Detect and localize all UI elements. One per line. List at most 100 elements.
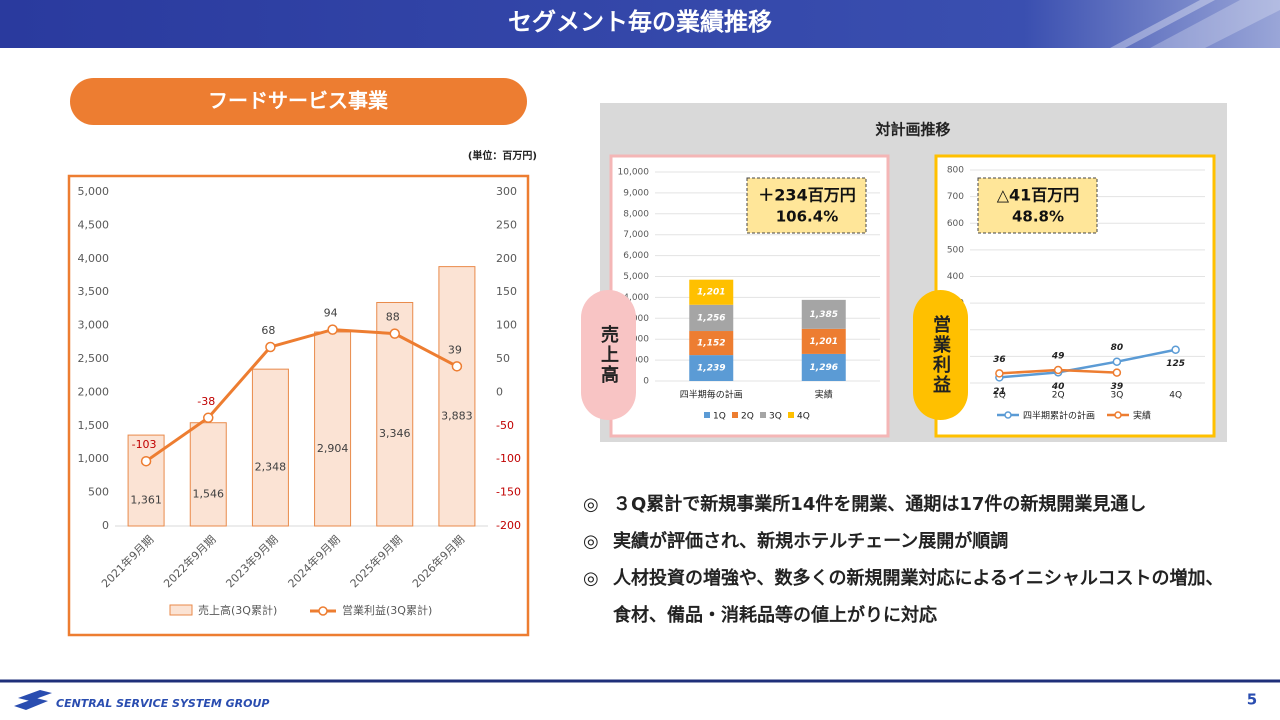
bullet-marker: ◎	[583, 494, 599, 515]
header-stripe	[1110, 0, 1215, 48]
y2-tick-label: 150	[496, 285, 517, 298]
unit-label: (単位：百万円)	[468, 149, 537, 162]
x-tick-label: 2Q	[1052, 391, 1065, 401]
line-label: 39	[1111, 382, 1124, 392]
bullet-list: ◎ ３Q累計で新規事業所14件を開業、通期は17件の新規開業見通し ◎ 実績が評価され…	[583, 486, 1238, 634]
line	[145, 328, 458, 463]
bullet-text: 人材投資の増強や、数多くの新規開業対応によるイニシャルコストの増加、食材、備品・…	[613, 568, 1224, 626]
section-pill	[70, 78, 527, 125]
bar	[251, 368, 289, 527]
bullet: ◎ 実績が評価され、新規ホテルチェーン展開が順調	[583, 523, 1238, 560]
annotation-box	[746, 177, 867, 234]
y-tick-label: 3,000	[623, 314, 649, 324]
bar-segment	[689, 304, 734, 332]
y-tick-label: 8,000	[623, 209, 649, 219]
x-tick-label: 4Q	[1169, 391, 1182, 401]
bar-segment	[801, 328, 846, 354]
x-tick-label: 1Q	[993, 391, 1006, 401]
bar-label: 1,385	[810, 310, 838, 320]
comparison-title: 対計画推移	[874, 121, 950, 139]
bullet-text: 実績が評価され、新規ホテルチェーン展開が順調	[613, 531, 1009, 552]
x-tick-label: 実績	[815, 389, 833, 401]
y-tick-label: 4,500	[78, 218, 110, 231]
bar-label: 1,201	[810, 337, 838, 347]
y2-tick-label: 200	[496, 252, 517, 265]
bullet-text: ３Q累計で新規事業所14件を開業、通期は17件の新規開業見通し	[613, 494, 1147, 515]
logo	[14, 690, 52, 710]
y-tick-label: 10,000	[618, 168, 650, 178]
y-tick-label: 9,000	[623, 188, 649, 198]
annotation: 106.4%	[776, 208, 838, 226]
side-label: 売上高	[598, 324, 619, 385]
legend-label: 実績	[1133, 410, 1151, 422]
y-tick-label: 1,000	[78, 452, 110, 465]
line-label: 39	[448, 343, 462, 356]
y-tick-label: 4,000	[623, 293, 649, 303]
legend-swatch	[704, 412, 710, 418]
page-number: 5	[1247, 691, 1257, 709]
bar-label: 3,346	[379, 427, 411, 440]
y2-tick-label: 100	[496, 319, 517, 332]
line-label: 40	[1051, 382, 1065, 392]
header-bar	[0, 0, 1280, 48]
y-tick-label: 400	[947, 272, 964, 282]
line-point	[1112, 368, 1122, 377]
legend-label: 2Q	[741, 412, 754, 422]
bar	[127, 434, 165, 527]
line-label: 88	[386, 311, 400, 324]
line-point	[265, 341, 276, 353]
line-label: 80	[1111, 343, 1124, 353]
y-tick-label: 600	[947, 219, 964, 229]
legend-swatch	[318, 606, 328, 616]
side-pill	[581, 290, 636, 420]
bar-label: 2,348	[255, 461, 287, 474]
legend-swatch	[788, 412, 794, 418]
bar-label: 1,239	[697, 364, 725, 374]
bar-label: 3,883	[441, 409, 473, 422]
legend-label: 1Q	[713, 412, 726, 422]
y-tick-label: 2,500	[78, 352, 110, 365]
bar-segment	[689, 355, 734, 381]
company-name: CENTRAL SERVICE SYSTEM GROUP	[56, 697, 270, 710]
bar	[314, 331, 352, 527]
y-tick-label: 3,500	[78, 285, 110, 298]
y-tick-label: 800	[947, 166, 964, 176]
y-tick-label: 3,000	[78, 319, 110, 332]
page-title: セグメント毎の業績推移	[508, 8, 772, 36]
x-tick-label: 3Q	[1110, 391, 1123, 401]
bar	[438, 266, 476, 527]
bullet-marker: ◎	[583, 531, 599, 552]
legend-label: 3Q	[769, 412, 782, 422]
line-label: 94	[324, 307, 338, 320]
bar-label: 1,296	[810, 363, 838, 373]
side-label: 営業利益	[930, 314, 952, 395]
y-tick-label: 700	[947, 192, 964, 202]
line-point	[1053, 365, 1063, 375]
bar-label: 1,152	[697, 339, 725, 349]
line-label: 68	[261, 324, 275, 337]
bullet: ◎ 人材投資の増強や、数多くの新規開業対応によるイニシャルコストの増加、食材、備品…	[583, 560, 1238, 634]
annotation: ＋234百万円	[758, 186, 855, 205]
y-tick-label: 2,000	[623, 335, 649, 345]
legend-label: 四半期累計の計画	[1023, 410, 1095, 422]
y2-tick-label: -50	[496, 419, 514, 432]
line-point	[995, 369, 1004, 378]
line-point	[203, 412, 214, 424]
y-tick-label: 1,500	[78, 419, 110, 432]
y2-tick-label: 300	[496, 185, 517, 198]
line-label: 21	[993, 387, 1006, 397]
x-tick-label: 四半期毎の計画	[680, 389, 743, 401]
bar-segment	[689, 279, 734, 305]
y-tick-label: 6,000	[623, 251, 649, 261]
line-label: 49	[1051, 351, 1065, 361]
bar-label: 1,546	[193, 487, 225, 500]
annotation: 48.8%	[1012, 208, 1064, 226]
bullet-marker: ◎	[583, 568, 599, 589]
y2-tick-label: -200	[496, 519, 521, 532]
legend-swatch	[1004, 411, 1012, 419]
annotation: △41百万円	[997, 186, 1080, 205]
line-point	[451, 361, 463, 372]
header-stripe	[1150, 0, 1280, 48]
